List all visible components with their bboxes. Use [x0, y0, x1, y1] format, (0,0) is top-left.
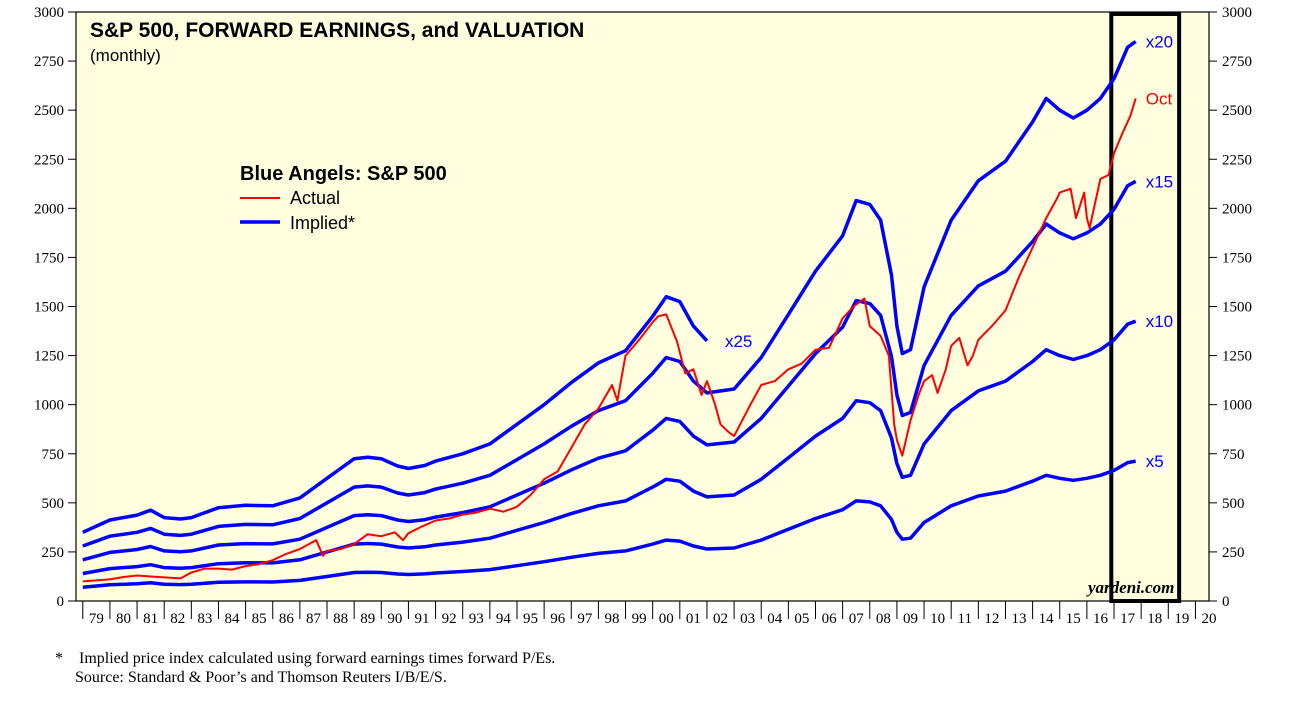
- series-line-actual: [82, 98, 1137, 583]
- x-tick-label: 93: [469, 611, 484, 627]
- y-tick-label-right: 3000: [1222, 5, 1252, 21]
- series-label-x20: x20: [1146, 32, 1173, 51]
- y-tick-label-right: 1250: [1222, 349, 1252, 365]
- x-tick-label: 09: [903, 611, 918, 627]
- y-tick-label-right: 2000: [1222, 201, 1252, 217]
- series-line-x15: [82, 179, 1137, 562]
- x-tick-label: 90: [387, 611, 402, 627]
- x-tick-label: 16: [1093, 611, 1109, 627]
- x-tick-label: 87: [306, 611, 322, 627]
- y-tick-label-right: 1500: [1222, 300, 1252, 316]
- series-label-x15: x15: [1146, 172, 1173, 191]
- x-tick-label: 99: [632, 611, 647, 627]
- y-tick-label-right: 2250: [1222, 152, 1252, 168]
- x-tick-label: 98: [604, 611, 619, 627]
- x-tick-label: 83: [197, 611, 212, 627]
- highlight-box: [1109, 11, 1182, 604]
- x-tick-label: 15: [1066, 611, 1081, 627]
- legend-title: Blue Angels: S&P 500: [240, 163, 447, 185]
- x-tick-label: 13: [1012, 611, 1027, 627]
- x-tick-label: 95: [523, 611, 538, 627]
- x-tick-label: 14: [1039, 611, 1055, 627]
- y-tick-label-right: 2500: [1222, 103, 1252, 119]
- series-label-actual: Oct: [1146, 89, 1173, 108]
- series-label-x25: x25: [725, 332, 752, 351]
- chart-subtitle: (monthly): [90, 46, 161, 65]
- y-tick-label-right: 500: [1222, 496, 1245, 512]
- y-tick-label-right: 750: [1222, 447, 1245, 463]
- x-tick-label: 84: [225, 611, 241, 627]
- y-tick-label-left: 2750: [34, 54, 64, 70]
- x-tick-label: 85: [252, 611, 267, 627]
- y-tick-label-left: 1500: [34, 300, 64, 316]
- chart-title: S&P 500, FORWARD EARNINGS, and VALUATION: [90, 19, 584, 42]
- x-tick-label: 79: [89, 611, 104, 627]
- x-tick-label: 20: [1202, 611, 1217, 627]
- x-tick-label: 08: [876, 611, 891, 627]
- y-tick-label-right: 1750: [1222, 250, 1252, 266]
- x-tick-label: 91: [415, 611, 430, 627]
- y-tick-label-left: 0: [57, 594, 65, 610]
- y-tick-label-right: 2750: [1222, 54, 1252, 70]
- y-tick-label-left: 3000: [34, 5, 64, 21]
- x-tick-label: 18: [1147, 611, 1162, 627]
- x-tick-label: 06: [822, 611, 838, 627]
- y-tick-label-right: 1000: [1222, 398, 1252, 414]
- x-tick-label: 88: [333, 611, 348, 627]
- y-tick-label-right: 250: [1222, 545, 1245, 561]
- x-tick-label: 03: [740, 611, 755, 627]
- x-tick-label: 07: [849, 611, 865, 627]
- plot-area: [75, 11, 1210, 602]
- x-tick-label: 05: [794, 611, 809, 627]
- series-line-x10: [82, 319, 1137, 576]
- footnote: * Implied price index calculated using f…: [55, 650, 555, 668]
- y-tick-label-left: 2500: [34, 103, 64, 119]
- x-tick-label: 17: [1120, 611, 1136, 627]
- x-tick-label: 80: [116, 611, 131, 627]
- x-tick-label: 94: [496, 611, 512, 627]
- footnote-text: Implied price index calculated using for…: [79, 650, 556, 667]
- x-tick-label: 97: [577, 611, 593, 627]
- legend-label-actual: Actual: [290, 188, 340, 208]
- x-tick-label: 82: [170, 611, 185, 627]
- x-tick-label: 00: [659, 611, 674, 627]
- y-tick-label-left: 250: [42, 545, 65, 561]
- series-label-x10: x10: [1146, 312, 1173, 331]
- x-tick-label: 12: [984, 611, 999, 627]
- y-tick-label-left: 1250: [34, 349, 64, 365]
- x-tick-label: 89: [360, 611, 375, 627]
- y-tick-label-left: 2250: [34, 152, 64, 168]
- y-tick-label-left: 500: [42, 496, 65, 512]
- footnote-marker: *: [55, 650, 63, 667]
- x-tick-label: 04: [767, 611, 783, 627]
- y-tick-label-left: 1000: [34, 398, 64, 414]
- legend-label-implied: Implied*: [290, 213, 355, 233]
- y-tick-label-right: 0: [1222, 594, 1230, 610]
- series-line-x5: [82, 459, 1137, 590]
- x-tick-label: 96: [550, 611, 566, 627]
- y-tick-label-left: 750: [42, 447, 65, 463]
- series-line-x25: [82, 294, 709, 534]
- x-tick-label: 86: [279, 611, 295, 627]
- watermark-yardeni: yardeni.com: [1086, 578, 1174, 597]
- x-tick-label: 19: [1174, 611, 1189, 627]
- x-tick-label: 92: [442, 611, 457, 627]
- x-tick-label: 10: [930, 611, 945, 627]
- y-tick-label-left: 1750: [34, 250, 64, 266]
- series-label-x5: x5: [1146, 452, 1164, 471]
- x-tick-label: 02: [713, 611, 728, 627]
- legend: Blue Angels: S&P 500 Actual Implied*: [240, 163, 447, 233]
- y-tick-label-left: 2000: [34, 201, 64, 217]
- x-tick-label: 11: [958, 611, 972, 627]
- x-tick-label: 01: [686, 611, 701, 627]
- x-tick-label: 81: [143, 611, 158, 627]
- source-note: Source: Standard & Poor’s and Thomson Re…: [75, 669, 447, 686]
- series-line-x20: [82, 40, 1137, 548]
